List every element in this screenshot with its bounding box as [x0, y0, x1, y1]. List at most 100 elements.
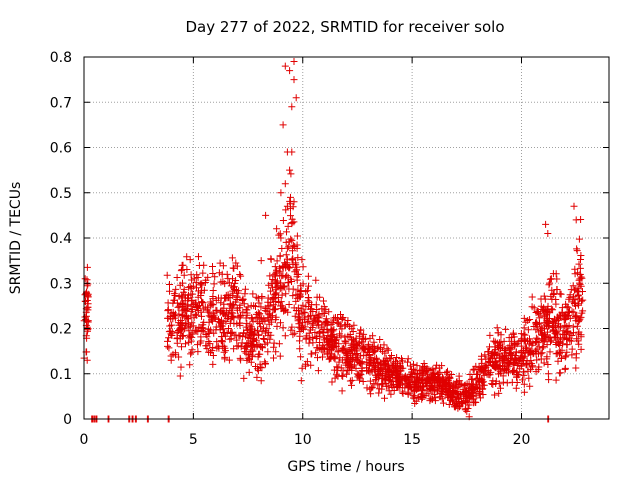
- data-point: [289, 292, 297, 300]
- data-point: [338, 372, 346, 380]
- data-point: [507, 350, 515, 357]
- data-point: [290, 76, 298, 84]
- data-point: [391, 374, 399, 382]
- data-point: [233, 320, 241, 328]
- data-point: [311, 329, 319, 336]
- data-point: [479, 385, 487, 393]
- data-point: [543, 314, 551, 322]
- data-point: [198, 298, 206, 306]
- data-point: [288, 256, 296, 264]
- data-point: [520, 368, 528, 376]
- data-point: [575, 301, 583, 309]
- data-point: [294, 317, 302, 325]
- data-point: [572, 364, 580, 372]
- data-point: [277, 298, 285, 306]
- data-point: [544, 361, 552, 368]
- data-point: [326, 342, 334, 350]
- x-tick-label: 0: [80, 432, 89, 448]
- data-point: [222, 317, 230, 325]
- data-point: [532, 326, 540, 334]
- data-point: [196, 281, 204, 289]
- data-point: [372, 371, 380, 379]
- data-point: [346, 360, 354, 368]
- data-point: [222, 347, 229, 355]
- data-point: [192, 299, 200, 307]
- data-point: [198, 287, 205, 295]
- data-point: [500, 353, 508, 361]
- data-point: [84, 293, 92, 301]
- data-point: [194, 348, 202, 356]
- data-point: [302, 288, 310, 296]
- data-point: [411, 367, 419, 375]
- data-point: [211, 273, 219, 281]
- data-point: [512, 348, 520, 356]
- data-point: [544, 370, 552, 378]
- data-point: [492, 363, 500, 371]
- data-point: [309, 339, 317, 347]
- data-point: [187, 350, 195, 358]
- data-point: [315, 310, 323, 318]
- data-point: [535, 314, 543, 322]
- data-point: [267, 313, 275, 321]
- data-point: [203, 342, 211, 350]
- data-point: [279, 272, 287, 280]
- data-point: [520, 330, 528, 338]
- data-point: [279, 324, 287, 332]
- data-point: [574, 291, 582, 299]
- data-point: [409, 392, 417, 400]
- data-point: [259, 335, 267, 342]
- data-point: [457, 390, 465, 398]
- data-point: [342, 351, 350, 359]
- data-point: [188, 284, 196, 292]
- data-point: [552, 317, 560, 325]
- data-point: [336, 322, 344, 330]
- data-point: [558, 354, 565, 362]
- data-point: [540, 292, 548, 300]
- data-point: [353, 341, 360, 348]
- data-point: [178, 293, 186, 301]
- data-point: [480, 381, 488, 389]
- data-point: [370, 361, 378, 369]
- data-point: [248, 314, 256, 322]
- data-point: [245, 368, 253, 376]
- data-point: [537, 295, 545, 303]
- data-point: [308, 334, 316, 341]
- data-point: [288, 278, 295, 285]
- data-point: [438, 362, 446, 370]
- data-point: [537, 350, 545, 358]
- data-point: [483, 362, 491, 369]
- data-point: [339, 314, 347, 321]
- data-point: [545, 281, 553, 289]
- data-point: [334, 348, 342, 356]
- data-point: [377, 369, 385, 377]
- data-point: [189, 322, 197, 330]
- data-point: [479, 378, 486, 386]
- data-point: [261, 358, 269, 366]
- data-point: [247, 348, 255, 355]
- data-point: [392, 365, 400, 373]
- data-point: [547, 336, 555, 344]
- data-point: [258, 327, 266, 335]
- data-point: [359, 378, 367, 385]
- data-point: [577, 313, 585, 321]
- data-point: [307, 361, 315, 369]
- data-point: [355, 357, 363, 365]
- data-point: [83, 356, 91, 364]
- data-point: [534, 339, 542, 347]
- data-point: [307, 350, 315, 358]
- data-point: [470, 399, 478, 407]
- data-point: [544, 328, 551, 336]
- data-point: [532, 338, 540, 345]
- data-point: [229, 275, 236, 283]
- data-point: [322, 317, 330, 325]
- data-point: [282, 251, 290, 259]
- data-point: [331, 354, 339, 362]
- data-point: [436, 368, 444, 376]
- data-point: [205, 348, 213, 356]
- data-point: [257, 257, 265, 265]
- data-point: [220, 310, 228, 318]
- data-point: [179, 332, 187, 339]
- data-point: [312, 349, 320, 357]
- data-point: [519, 376, 526, 384]
